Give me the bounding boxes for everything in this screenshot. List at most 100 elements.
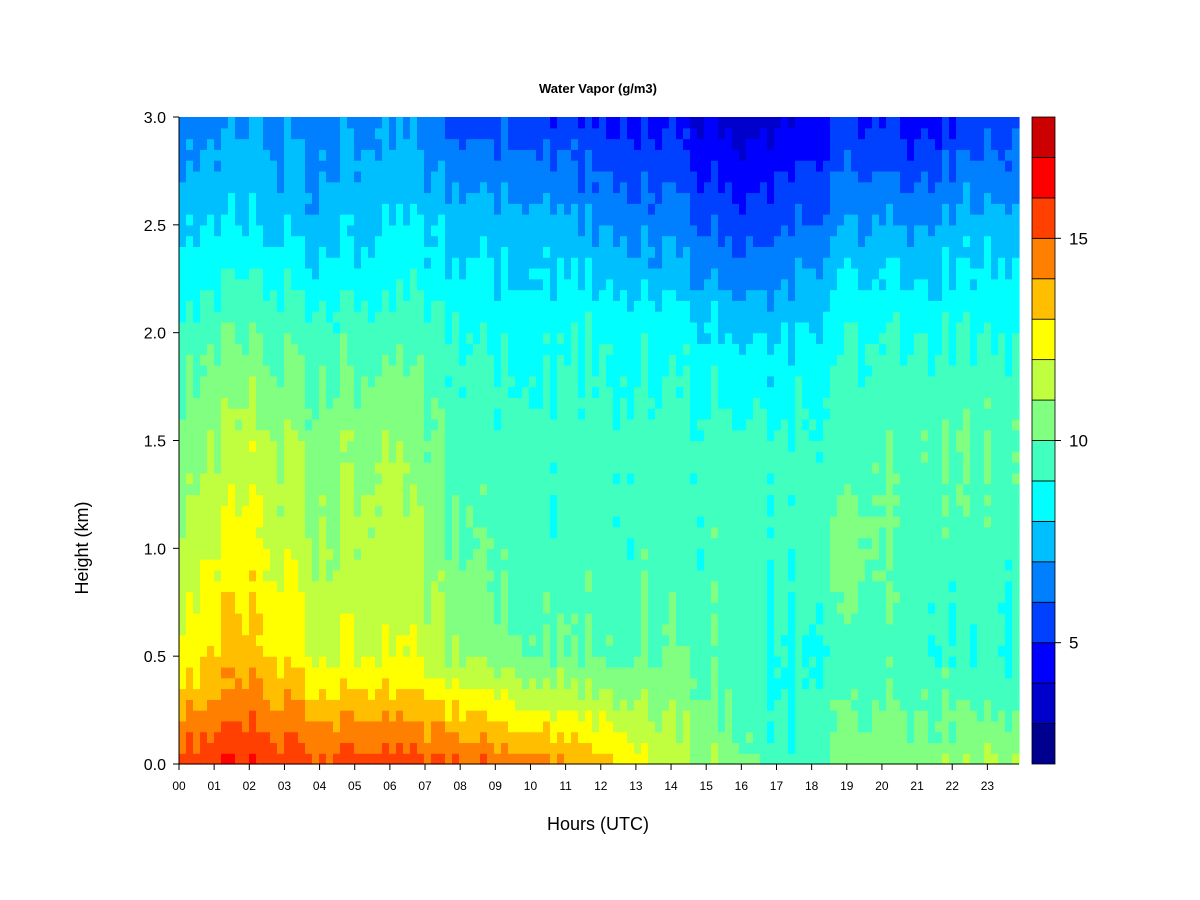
heatmap-cell <box>389 321 397 334</box>
heatmap-cell <box>669 418 677 431</box>
heatmap-cell <box>291 494 299 506</box>
heatmap-cell <box>417 343 425 355</box>
heatmap-cell <box>284 440 292 452</box>
heatmap-cell <box>585 267 593 280</box>
heatmap-cell <box>515 289 523 301</box>
heatmap-cell <box>256 559 264 571</box>
heatmap-cell <box>627 440 635 452</box>
heatmap-cell <box>648 127 656 140</box>
heatmap-cell <box>347 720 355 733</box>
heatmap-cell <box>305 537 313 549</box>
heatmap-cell <box>200 742 208 754</box>
heatmap-cell <box>270 526 278 539</box>
heatmap-cell <box>676 117 684 129</box>
heatmap-cell <box>424 300 432 312</box>
heatmap-cell <box>704 634 712 646</box>
heatmap-cell <box>760 634 768 646</box>
heatmap-cell <box>298 710 306 722</box>
heatmap-cell <box>193 365 201 377</box>
heatmap-cell <box>634 753 642 765</box>
heatmap-cell <box>361 742 369 754</box>
heatmap-cell <box>627 591 635 603</box>
heatmap-cell <box>452 483 460 496</box>
heatmap-cell <box>613 623 621 636</box>
heatmap-cell <box>641 505 649 517</box>
heatmap-cell <box>627 181 635 194</box>
heatmap-cell <box>557 203 565 215</box>
heatmap-cell <box>431 666 439 679</box>
heatmap-cell <box>634 483 642 496</box>
heatmap-cell <box>312 623 320 636</box>
heatmap-cell <box>375 483 383 496</box>
heatmap-cell <box>613 569 621 582</box>
heatmap-cell <box>536 181 544 194</box>
heatmap-cell <box>487 526 495 539</box>
heatmap-cell <box>599 397 607 409</box>
heatmap-cell <box>725 224 733 237</box>
heatmap-cell <box>585 634 593 646</box>
heatmap-cell <box>550 634 558 646</box>
heatmap-cell <box>396 214 404 226</box>
heatmap-cell <box>340 138 348 150</box>
heatmap-cell <box>501 160 509 172</box>
heatmap-cell <box>473 623 481 636</box>
heatmap-cell <box>347 321 355 334</box>
heatmap-cell <box>235 569 243 582</box>
heatmap-cell <box>599 710 607 722</box>
heatmap-cell <box>690 591 698 603</box>
heatmap-cell <box>354 203 362 215</box>
heatmap-cell <box>340 677 348 690</box>
heatmap-cell <box>627 354 635 366</box>
heatmap-cell <box>746 537 754 549</box>
heatmap-cell <box>676 645 684 657</box>
heatmap-cell <box>515 559 523 571</box>
heatmap-cell <box>361 634 369 646</box>
heatmap-cell <box>522 214 530 226</box>
heatmap-cell <box>326 343 334 355</box>
heatmap-cell <box>606 526 614 539</box>
heatmap-cell <box>431 613 439 625</box>
heatmap-cell <box>200 462 208 474</box>
heatmap-cell <box>501 429 509 442</box>
heatmap-cell <box>599 300 607 312</box>
heatmap-cell <box>592 300 600 312</box>
heatmap-cell <box>214 451 222 463</box>
heatmap-cell <box>501 505 509 517</box>
heatmap-cell <box>312 192 320 204</box>
heatmap-cell <box>592 634 600 646</box>
heatmap-cell <box>739 203 747 215</box>
heatmap-cell <box>263 117 271 129</box>
heatmap-cell <box>592 127 600 140</box>
heatmap-cell <box>494 483 502 496</box>
heatmap-cell <box>466 688 474 700</box>
heatmap-cell <box>641 278 649 291</box>
heatmap-cell <box>522 321 530 334</box>
heatmap-cell <box>487 645 495 657</box>
heatmap-cell <box>277 559 285 571</box>
heatmap-cell <box>396 117 404 129</box>
heatmap-cell <box>508 429 516 442</box>
heatmap-cell <box>585 462 593 474</box>
heatmap-cell <box>529 548 537 560</box>
heatmap-cell <box>732 526 740 539</box>
heatmap-cell <box>270 505 278 517</box>
heatmap-cell <box>193 354 201 366</box>
heatmap-cell <box>536 408 544 420</box>
heatmap-cell <box>186 699 194 711</box>
heatmap-cell <box>340 666 348 679</box>
heatmap-cell <box>613 289 621 301</box>
heatmap-cell <box>739 720 747 733</box>
heatmap-cell <box>515 300 523 312</box>
heatmap-cell <box>557 688 565 700</box>
heatmap-cell <box>333 591 341 603</box>
heatmap-cell <box>263 149 271 161</box>
heatmap-cell <box>228 731 236 744</box>
heatmap-cell <box>571 602 579 614</box>
heatmap-cell <box>340 343 348 355</box>
heatmap-cell <box>725 246 733 258</box>
heatmap-cell <box>256 138 264 150</box>
heatmap-cell <box>326 656 334 668</box>
heatmap-cell <box>235 149 243 161</box>
heatmap-cell <box>557 440 565 452</box>
heatmap-cell <box>417 559 425 571</box>
